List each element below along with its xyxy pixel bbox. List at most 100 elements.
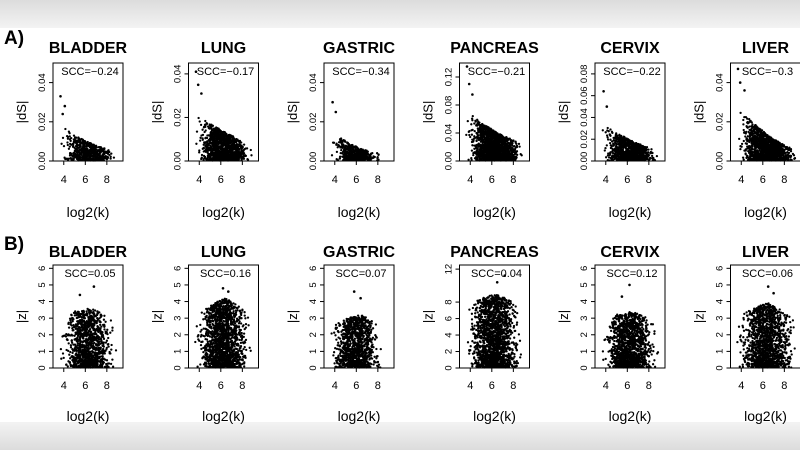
data-point	[226, 153, 229, 157]
data-point	[198, 120, 201, 123]
data-point	[81, 139, 85, 142]
data-point	[483, 143, 487, 147]
data-point	[632, 152, 635, 155]
data-point	[237, 157, 240, 160]
data-point	[218, 134, 221, 137]
data-point	[216, 158, 219, 161]
data-point	[615, 132, 618, 135]
y-axis-label: |dS|	[421, 101, 436, 124]
data-point	[510, 139, 513, 142]
data-point	[211, 152, 215, 155]
data-point	[211, 143, 214, 146]
data-point	[498, 136, 501, 139]
data-point	[624, 154, 628, 157]
data-point	[362, 157, 366, 160]
data-point	[76, 146, 80, 150]
data-point	[335, 150, 339, 154]
data-point	[232, 142, 235, 145]
data-point	[617, 146, 620, 149]
data-point	[110, 152, 113, 155]
data-point	[609, 134, 612, 137]
data-point	[356, 157, 360, 160]
data-point	[96, 150, 99, 153]
data-point	[342, 146, 346, 149]
data-point	[354, 154, 358, 157]
data-point	[98, 151, 101, 155]
data-point	[628, 152, 631, 155]
data-point	[365, 151, 369, 154]
data-point	[199, 139, 202, 142]
data-point	[63, 156, 66, 159]
data-point	[517, 142, 521, 146]
data-point	[60, 142, 63, 145]
data-point	[344, 155, 347, 158]
data-point	[499, 156, 502, 159]
data-point	[72, 153, 75, 156]
data-point	[68, 142, 72, 146]
y-axis-label: |dS|	[14, 101, 29, 124]
data-point	[601, 129, 604, 132]
data-point	[516, 153, 519, 156]
data-point	[633, 148, 636, 152]
data-point	[647, 148, 650, 151]
data-point	[73, 146, 76, 150]
data-point	[78, 151, 81, 155]
data-point	[612, 142, 615, 145]
data-point	[72, 141, 76, 144]
data-point	[211, 128, 214, 131]
data-point	[202, 154, 206, 158]
data-point	[626, 139, 629, 142]
data-point	[349, 148, 352, 151]
data-point	[489, 134, 493, 138]
data-point	[503, 136, 507, 139]
data-point	[489, 145, 493, 149]
data-point	[615, 148, 618, 152]
data-point	[607, 130, 610, 133]
data-point	[242, 148, 245, 152]
data-point	[206, 142, 209, 145]
x-axis-label: log2(k)	[338, 204, 381, 220]
data-point	[495, 139, 499, 142]
data-point	[211, 135, 214, 138]
data-point-outlier	[471, 93, 474, 96]
data-point	[203, 130, 206, 134]
data-point	[338, 157, 341, 160]
data-point	[465, 133, 468, 137]
data-point	[610, 155, 614, 158]
data-point	[478, 148, 481, 152]
data-point	[200, 134, 203, 137]
data-point	[202, 126, 206, 129]
data-point	[221, 142, 224, 145]
data-point	[475, 139, 478, 143]
data-point	[70, 136, 73, 140]
data-point	[240, 150, 243, 153]
data-point	[619, 134, 623, 138]
data-point	[634, 156, 637, 160]
data-point	[608, 141, 612, 145]
data-point	[103, 148, 106, 151]
y-tick-label: 0.08	[444, 96, 455, 115]
data-point	[209, 144, 212, 147]
data-point	[72, 134, 76, 137]
data-point	[377, 153, 380, 157]
data-point	[470, 117, 474, 120]
data-point	[80, 151, 83, 154]
data-point	[609, 128, 612, 131]
data-point	[87, 153, 90, 156]
data-point	[236, 149, 239, 152]
data-point	[240, 158, 243, 161]
data-point	[627, 145, 631, 148]
data-point	[85, 149, 89, 152]
data-point	[75, 136, 78, 139]
data-point	[222, 151, 225, 154]
data-point	[90, 158, 94, 161]
data-point	[72, 143, 75, 146]
data-point	[648, 157, 651, 161]
data-point	[483, 140, 486, 143]
data-point	[95, 146, 99, 149]
data-point	[367, 157, 370, 160]
y-tick-label: 0.04	[173, 65, 184, 84]
data-point	[494, 152, 497, 155]
data-point	[208, 157, 211, 160]
data-point	[644, 155, 647, 159]
